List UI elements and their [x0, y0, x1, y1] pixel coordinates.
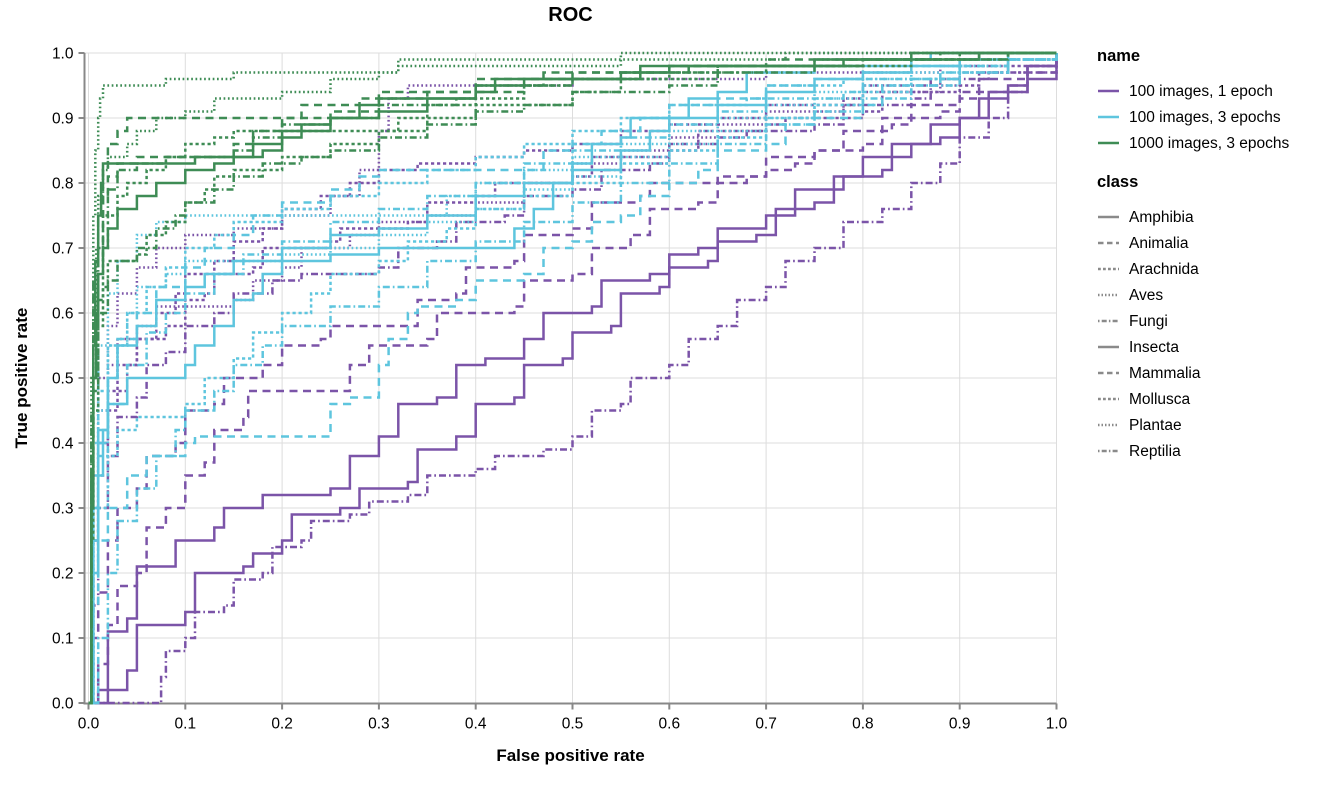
x-axis-title: False positive rate — [496, 746, 645, 765]
y-tick-label: 0.7 — [52, 241, 74, 258]
legend-line-swatch-icon — [1098, 89, 1119, 93]
roc-curve — [88, 51, 1057, 705]
legend-item-name: 1000 images, 3 epochs — [1097, 130, 1289, 156]
legend-line-swatch-icon — [1098, 293, 1119, 297]
roc-curve — [88, 53, 1058, 705]
y-tick-label: 0.5 — [52, 371, 74, 388]
legend-line-swatch-icon — [1098, 241, 1119, 245]
x-tick-label: 0.8 — [852, 716, 874, 733]
x-tick-label: 0.6 — [659, 716, 681, 733]
roc-curves — [88, 51, 1058, 705]
roc-curve — [88, 51, 1057, 705]
roc-curve — [88, 53, 1058, 705]
y-tick-label: 0.3 — [52, 501, 74, 518]
x-tick-label: 0.1 — [175, 716, 197, 733]
legend-item-class-label: Mammalia — [1129, 364, 1201, 382]
legend-line-swatch-icon — [1098, 319, 1119, 323]
legend-name-title: name — [1097, 47, 1141, 65]
legend-item-class: Plantae — [1097, 412, 1289, 438]
y-tick-label: 1.0 — [52, 46, 74, 63]
x-tick-label: 0.9 — [949, 716, 971, 733]
legend-class-title: class — [1097, 173, 1139, 191]
y-tick-label: 0.9 — [52, 111, 74, 128]
roc-curve — [88, 51, 1057, 705]
roc-curve — [88, 53, 1058, 705]
roc-curve — [88, 53, 1058, 705]
tick-labels: 0.0 0.1 0.2 0.3 0.4 0.5 0.6 0.7 0.8 0.9 1.0 0.0 0.1 0… — [52, 46, 1068, 733]
legend-line-swatch-icon — [1098, 215, 1119, 219]
legend-item-class-label: Fungi — [1129, 312, 1168, 330]
legend-item-class: Mammalia — [1097, 360, 1289, 386]
legend-item-class: Aves — [1097, 282, 1289, 308]
legend-item-class: Fungi — [1097, 308, 1289, 334]
x-tick-label: 0.5 — [562, 716, 584, 733]
x-tick-label: 0.7 — [755, 716, 777, 733]
legend-item-class-label: Mollusca — [1129, 390, 1191, 408]
legend-item-class: Animalia — [1097, 230, 1289, 256]
legend-item-class: Amphibia — [1097, 204, 1289, 230]
y-tick-label: 0.4 — [52, 436, 74, 453]
roc-curve — [88, 53, 1058, 705]
legend-line-swatch-icon — [1098, 115, 1119, 119]
legend-item-class-label: Aves — [1129, 286, 1164, 304]
legend-item-class-label: Reptilia — [1129, 442, 1181, 460]
axes — [78, 52, 1058, 710]
legend-item-class: Mollusca — [1097, 386, 1289, 412]
legend-item-class: Arachnida — [1097, 256, 1289, 282]
y-tick-label: 0.8 — [52, 176, 74, 193]
y-tick-label: 0.1 — [52, 631, 74, 648]
legend-name-items: 100 images, 1 epoch 100 images, 3 epochs 1… — [1097, 78, 1289, 156]
y-axis-title: True positive rate — [12, 307, 31, 449]
legend-line-swatch-icon — [1098, 397, 1119, 401]
roc-curve — [88, 53, 1058, 705]
legend-item-name: 100 images, 3 epochs — [1097, 104, 1289, 130]
roc-curve — [88, 53, 1058, 705]
chart-title: ROC — [548, 4, 593, 26]
x-tick-label: 0.3 — [368, 716, 390, 733]
legend-item-class-label: Insecta — [1129, 338, 1179, 356]
y-tick-label: 0.0 — [52, 696, 74, 713]
legend-class-items: Amphibia Animalia Arachnida Aves Fungi Insect… — [1097, 204, 1289, 464]
roc-curve — [88, 53, 1058, 705]
legend-item-class-label: Amphibia — [1129, 208, 1194, 226]
x-tick-label: 0.0 — [78, 716, 100, 733]
roc-curve — [88, 51, 1057, 705]
legend-line-swatch-icon — [1098, 141, 1119, 145]
legend-group-name: name 100 images, 1 epoch 100 images, 3 ep… — [1097, 46, 1289, 156]
legend-line-swatch-icon — [1098, 345, 1119, 349]
legend-line-swatch-icon — [1098, 449, 1119, 453]
legend-item-class-label: Plantae — [1129, 416, 1182, 434]
x-tick-label: 1.0 — [1046, 716, 1068, 733]
roc-curve — [88, 53, 1058, 705]
x-tick-label: 0.2 — [271, 716, 293, 733]
roc-curve — [88, 53, 1058, 705]
legend-item-class: Reptilia — [1097, 438, 1289, 464]
roc-curve — [88, 51, 1057, 705]
y-tick-label: 0.2 — [52, 566, 74, 583]
legend-item-class-label: Animalia — [1129, 234, 1189, 252]
roc-curve — [88, 53, 1058, 705]
legend: name 100 images, 1 epoch 100 images, 3 ep… — [1097, 46, 1289, 464]
legend-line-swatch-icon — [1098, 371, 1119, 375]
legend-item-name-label: 100 images, 1 epoch — [1129, 82, 1273, 100]
roc-curve — [88, 51, 1057, 705]
x-tick-label: 0.4 — [465, 716, 487, 733]
legend-line-swatch-icon — [1098, 267, 1119, 271]
legend-item-class-label: Arachnida — [1129, 260, 1199, 278]
legend-item-name: 100 images, 1 epoch — [1097, 78, 1289, 104]
legend-item-name-label: 1000 images, 3 epochs — [1129, 134, 1290, 152]
legend-line-swatch-icon — [1098, 423, 1119, 427]
roc-curve — [88, 53, 1058, 705]
legend-group-class: class Amphibia Animalia Arachnida Aves Fungi… — [1097, 172, 1289, 464]
legend-item-name-label: 100 images, 3 epochs — [1129, 108, 1281, 126]
legend-item-class: Insecta — [1097, 334, 1289, 360]
y-tick-label: 0.6 — [52, 306, 74, 323]
